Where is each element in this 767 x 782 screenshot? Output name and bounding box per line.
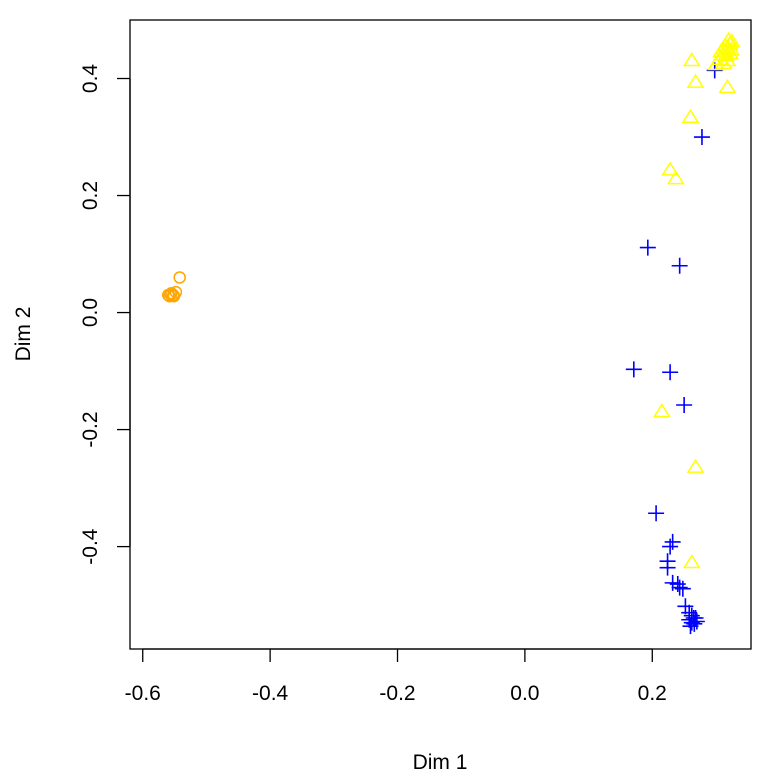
y-tick-label: 0.2 [79, 181, 102, 210]
data-point [714, 40, 732, 55]
y-tick-label: -0.4 [79, 528, 102, 565]
data-point [671, 257, 688, 274]
data-point [639, 239, 656, 256]
data-point [718, 78, 737, 94]
data-point [165, 286, 178, 300]
data-point [666, 170, 685, 185]
x-tick-label: -0.2 [379, 682, 415, 705]
data-point [661, 161, 679, 176]
data-point [683, 614, 700, 631]
data-point [717, 47, 736, 62]
data-point [682, 618, 699, 635]
data-point [714, 54, 733, 70]
data-point [648, 505, 665, 522]
data-point [674, 580, 691, 597]
data-point [625, 361, 642, 378]
y-axis-label: Dim 2 [12, 307, 35, 362]
data-point [721, 45, 739, 60]
x-tick-label: -0.6 [125, 682, 161, 705]
y-tick-label: -0.2 [79, 411, 102, 447]
data-point [723, 33, 741, 48]
data-point [173, 271, 186, 284]
y-tick-label: 0.0 [79, 298, 102, 327]
plot-frame [129, 19, 752, 650]
data-point [671, 579, 688, 596]
data-points [161, 31, 741, 635]
data-point [662, 364, 679, 381]
data-point [652, 403, 671, 418]
data-point [686, 458, 705, 473]
data-point [664, 533, 681, 550]
y-axis: -0.4 -0.2 0.0 0.2 0.4 [79, 64, 131, 565]
data-point [659, 559, 676, 576]
data-point [686, 73, 705, 88]
data-point [163, 289, 176, 303]
data-point [662, 538, 679, 555]
data-point [693, 129, 710, 146]
data-point [676, 397, 693, 414]
data-point [682, 554, 701, 569]
data-point [682, 52, 701, 67]
data-point [677, 598, 694, 615]
x-axis: -0.6 -0.4 -0.2 0.0 0.2 [125, 648, 667, 705]
x-axis-label: Dim 1 [413, 751, 468, 774]
y-tick-label: 0.4 [79, 64, 102, 94]
data-point [686, 615, 703, 632]
x-tick-label: -0.4 [252, 682, 289, 705]
data-point [718, 52, 737, 67]
x-tick-label: 0.2 [638, 682, 667, 705]
data-point [681, 108, 700, 123]
data-point [167, 289, 181, 303]
x-tick-label: 0.0 [510, 682, 539, 705]
